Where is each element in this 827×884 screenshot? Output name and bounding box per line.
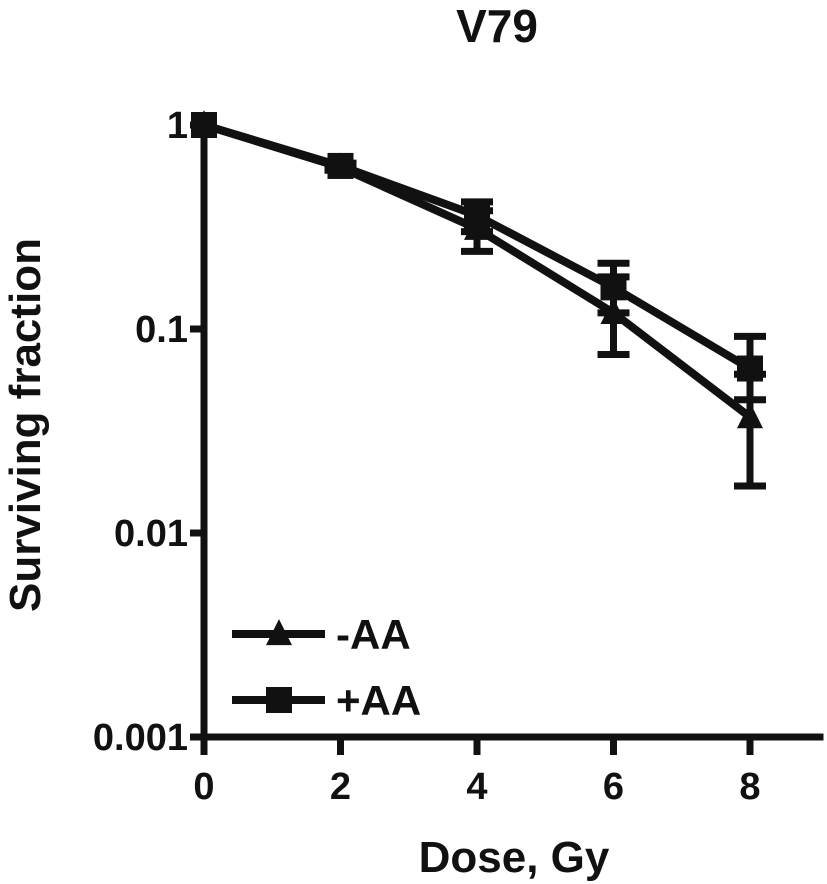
x-axis-label: Dose, Gy bbox=[419, 833, 610, 882]
point-1-0 bbox=[191, 112, 217, 138]
y-tick-label-3: 1 bbox=[167, 105, 188, 147]
legend: -AA +AA bbox=[232, 611, 421, 724]
legend-marker-1 bbox=[266, 687, 292, 713]
legend-label-0: -AA bbox=[336, 611, 411, 658]
x-tick-label-1: 2 bbox=[330, 766, 351, 808]
series-0 bbox=[191, 110, 766, 490]
point-1-3 bbox=[600, 274, 627, 301]
chart-title: V79 bbox=[456, 0, 538, 52]
y-axis-label: Surviving fraction bbox=[1, 238, 50, 612]
y-tick-label-0: 0.001 bbox=[93, 717, 188, 759]
x-tick-label-2: 4 bbox=[466, 766, 487, 808]
series-layer bbox=[191, 110, 766, 490]
series-1 bbox=[191, 112, 766, 404]
x-tick-label-0: 0 bbox=[193, 766, 214, 808]
legend-label-1: +AA bbox=[336, 677, 421, 724]
axes: 0.001 0.01 0.1 1 0 2 4 6 8 bbox=[93, 105, 824, 808]
y-tick-label-2: 0.1 bbox=[135, 309, 188, 351]
point-0-4 bbox=[737, 402, 763, 429]
x-tick-label-3: 6 bbox=[603, 766, 624, 808]
y-tick-label-1: 0.01 bbox=[114, 513, 188, 555]
x-tick-label-4: 8 bbox=[739, 766, 760, 808]
legend-marker-0 bbox=[266, 619, 292, 646]
point-1-4 bbox=[737, 355, 763, 382]
series-line-0 bbox=[202, 121, 753, 421]
point-1-2 bbox=[464, 202, 490, 229]
point-1-1 bbox=[327, 152, 354, 179]
